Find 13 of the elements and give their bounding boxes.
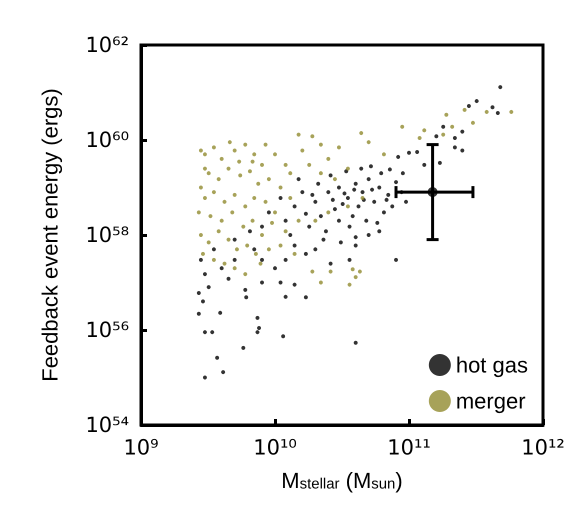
legend-label: merger: [456, 388, 526, 414]
y-tick-label: 10⁵⁸: [85, 223, 129, 247]
x-tick-label: 10¹¹: [387, 436, 431, 460]
y-tick-label: 10⁵⁴: [85, 413, 129, 437]
x-axis-title: Mstellar (Msun): [281, 468, 403, 493]
y-tick-label: 10⁶⁰: [85, 128, 129, 152]
y-tick-label: 10⁶²: [85, 33, 129, 57]
y-tick-label: 10⁵⁶: [85, 318, 129, 342]
legend-label: hot gas: [456, 352, 528, 378]
x-tick-label: 10¹²: [521, 436, 565, 460]
x-tick-label: 10⁹: [123, 436, 159, 460]
x-tick-label: 10¹⁰: [253, 436, 297, 460]
y-axis-title: Feedback event energy (ergs): [38, 88, 62, 382]
